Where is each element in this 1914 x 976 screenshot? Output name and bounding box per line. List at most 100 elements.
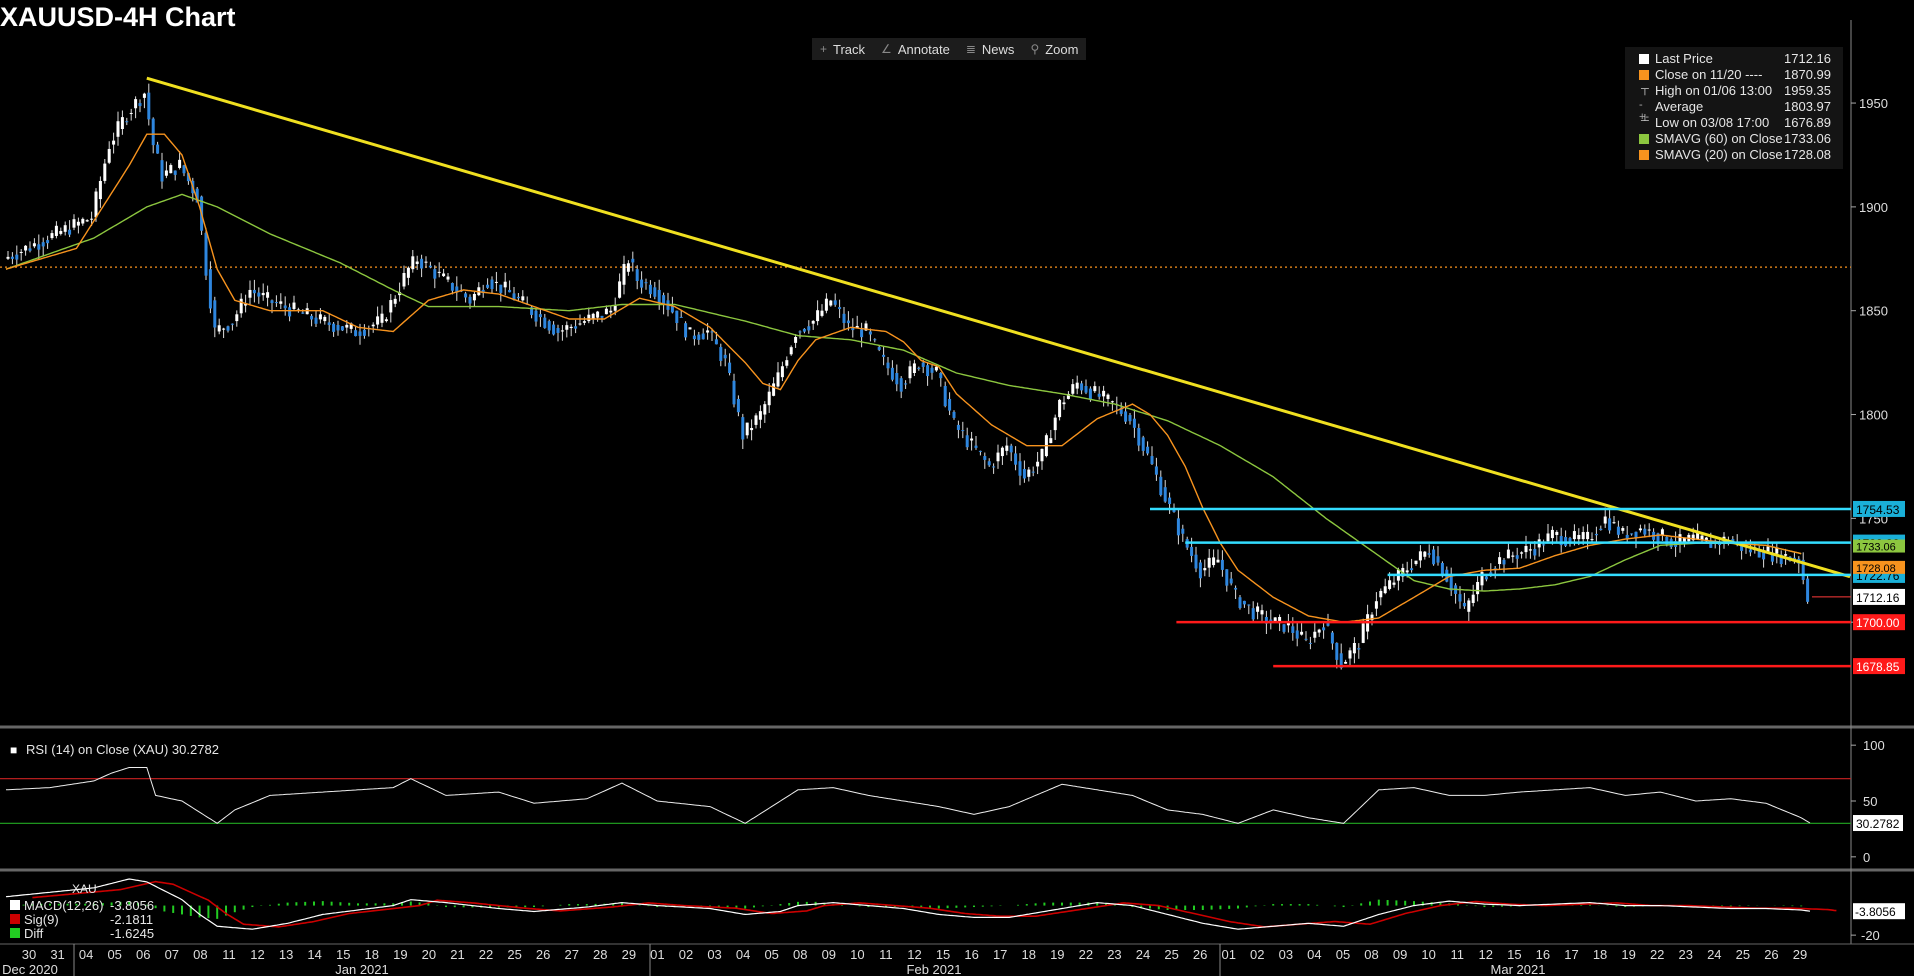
macd-legend-value: -3.8056 — [110, 898, 154, 913]
candle-down — [41, 242, 45, 247]
candle-up — [371, 324, 375, 327]
candle-up — [912, 363, 916, 373]
candle-down — [464, 293, 468, 298]
x-tick-label: 07 — [165, 947, 179, 962]
candle-up — [1577, 534, 1581, 540]
candle-down — [208, 269, 212, 309]
candle-up — [1071, 384, 1075, 394]
candle-down — [895, 373, 899, 385]
candle-up — [1546, 533, 1550, 542]
candle-down — [943, 385, 947, 407]
candle-down — [15, 254, 19, 260]
candle-down — [1308, 642, 1312, 644]
candle-up — [19, 251, 23, 253]
candle-up — [1102, 390, 1106, 397]
annotate-button[interactable]: ∠ Annotate — [881, 41, 950, 57]
zoom-button[interactable]: ⚲ Zoom — [1030, 41, 1079, 57]
candle-up — [582, 321, 586, 323]
level-tag-label: 1712.16 — [1856, 591, 1900, 605]
candle-up — [1348, 650, 1352, 659]
candle-down — [644, 282, 648, 284]
rsi-current-label: 30.2782 — [1856, 817, 1900, 831]
candle-up — [1005, 445, 1009, 451]
candle-down — [798, 331, 802, 333]
candle-down — [147, 92, 151, 120]
x-tick-label: 19 — [393, 947, 407, 962]
candle-up — [754, 415, 758, 425]
legend-entry: Last Price 1712.16 — [1625, 51, 1843, 67]
candle-down — [327, 322, 331, 326]
candle-up — [318, 314, 322, 320]
candle-up — [424, 261, 428, 263]
x-tick-label: 04 — [1307, 947, 1321, 962]
candle-down — [274, 302, 278, 304]
candle-up — [1383, 586, 1387, 594]
candle-up — [1049, 438, 1053, 444]
candle-up — [1678, 534, 1682, 544]
x-tick-label: 11 — [879, 947, 893, 962]
x-tick-label: 15 — [936, 947, 950, 962]
candle-up — [235, 314, 239, 322]
level-tag — [1853, 614, 1905, 631]
x-tick-label: 05 — [107, 947, 121, 962]
candle-down — [288, 307, 292, 317]
news-button[interactable]: ≣ News — [965, 41, 1015, 57]
candle-down — [481, 289, 485, 294]
candle-up — [1590, 539, 1594, 541]
x-tick-label: 18 — [1022, 947, 1036, 962]
candle-up — [134, 99, 138, 109]
candle-down — [1484, 576, 1488, 580]
candle-down — [1242, 600, 1246, 605]
candle-up — [261, 292, 265, 296]
candle-down — [930, 367, 934, 373]
candle-down — [1304, 638, 1308, 640]
legend-swatch — [1639, 150, 1649, 160]
x-tick-label: 14 — [307, 947, 321, 962]
x-tick-label: 03 — [1279, 947, 1293, 962]
candle-down — [1176, 518, 1180, 536]
candle-down — [182, 165, 186, 174]
x-tick-label: 22 — [1650, 947, 1664, 962]
candle-down — [1264, 616, 1268, 624]
candle-down — [257, 292, 261, 297]
level-tag — [1853, 658, 1905, 675]
candle-down — [1238, 597, 1242, 609]
level-tag-label: 1733.06 — [1856, 542, 1896, 554]
candle-down — [516, 296, 520, 299]
x-tick-label: 16 — [1536, 947, 1550, 962]
candle-down — [358, 331, 362, 336]
candle-up — [864, 323, 868, 331]
level-tag-label: 1700.00 — [1856, 616, 1900, 630]
candle-down — [679, 316, 683, 318]
candle-down — [1502, 559, 1506, 565]
candle-down — [719, 347, 723, 361]
candle-down — [301, 312, 305, 314]
candle-up — [54, 225, 58, 236]
macd-legend-swatch — [10, 928, 20, 938]
level-tag-label: 1728.08 — [1856, 563, 1896, 575]
candle-down — [692, 335, 696, 340]
candle-up — [618, 281, 622, 298]
x-month-label: Feb 2021 — [907, 962, 962, 976]
candle-down — [1234, 587, 1238, 590]
candle-down — [1616, 526, 1620, 535]
candle-up — [811, 320, 815, 324]
candle-up — [415, 261, 419, 264]
x-tick-label: 22 — [1079, 947, 1093, 962]
x-tick-label: 17 — [993, 947, 1007, 962]
x-tick-label: 09 — [1393, 947, 1407, 962]
candle-down — [631, 258, 635, 263]
candle-down — [252, 289, 256, 294]
candle-down — [428, 265, 432, 268]
macd-current-label: -3.8056 — [1855, 905, 1896, 919]
x-tick-label: 23 — [1107, 947, 1121, 962]
x-tick-label: 25 — [1164, 947, 1178, 962]
x-tick-label: 05 — [1336, 947, 1350, 962]
candle-down — [846, 320, 850, 324]
candle-down — [1154, 466, 1158, 475]
macd-legend-value: -2.1811 — [110, 912, 153, 927]
candle-up — [934, 366, 938, 371]
candle-down — [10, 256, 14, 259]
candle-up — [1027, 469, 1031, 477]
track-button[interactable]: + Track — [820, 41, 866, 57]
